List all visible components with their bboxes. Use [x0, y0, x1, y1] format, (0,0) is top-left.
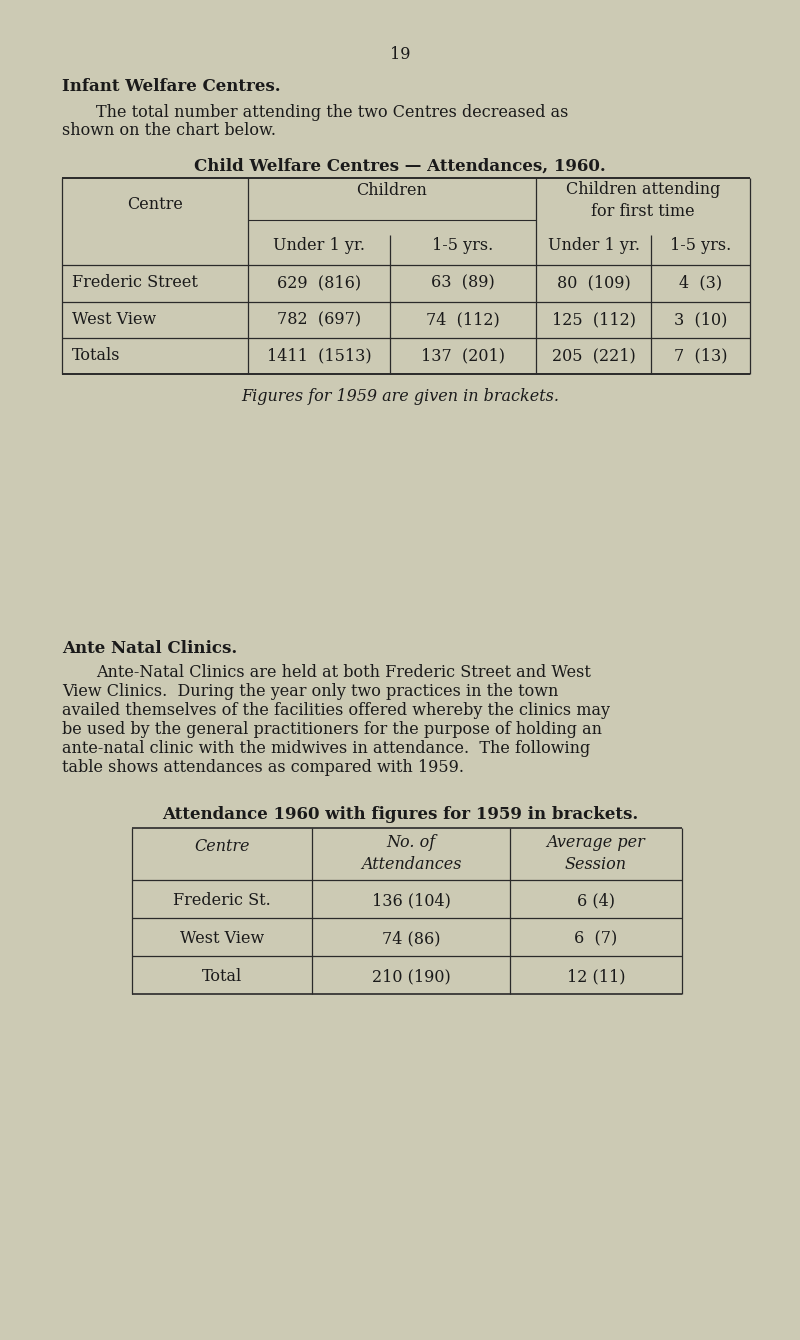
- Text: 125  (112): 125 (112): [551, 311, 635, 328]
- Text: ante-natal clinic with the midwives in attendance.  The following: ante-natal clinic with the midwives in a…: [62, 740, 590, 757]
- Text: West View: West View: [180, 930, 264, 947]
- Text: 136 (104): 136 (104): [371, 892, 450, 909]
- Text: 19: 19: [390, 46, 410, 63]
- Text: Ante-Natal Clinics are held at both Frederic Street and West: Ante-Natal Clinics are held at both Fred…: [96, 665, 591, 681]
- Text: 137  (201): 137 (201): [421, 347, 505, 364]
- Text: 74 (86): 74 (86): [382, 930, 440, 947]
- Text: Ante Natal Clinics.: Ante Natal Clinics.: [62, 641, 238, 657]
- Text: West View: West View: [72, 311, 156, 328]
- Text: 629  (816): 629 (816): [277, 273, 361, 291]
- Text: Frederic Street: Frederic Street: [72, 273, 198, 291]
- Text: Child Welfare Centres — Attendances, 1960.: Child Welfare Centres — Attendances, 196…: [194, 158, 606, 176]
- Text: 6  (7): 6 (7): [574, 930, 618, 947]
- Text: table shows attendances as compared with 1959.: table shows attendances as compared with…: [62, 758, 464, 776]
- Text: Children attending
for first time: Children attending for first time: [566, 181, 720, 220]
- Text: Under 1 yr.: Under 1 yr.: [547, 237, 639, 255]
- Text: 80  (109): 80 (109): [557, 273, 630, 291]
- Text: 1-5 yrs.: 1-5 yrs.: [432, 237, 494, 255]
- Text: 7  (13): 7 (13): [674, 347, 727, 364]
- Text: No. of
Attendances: No. of Attendances: [361, 833, 462, 872]
- Text: 1-5 yrs.: 1-5 yrs.: [670, 237, 731, 255]
- Text: Frederic St.: Frederic St.: [173, 892, 271, 909]
- Text: 74  (112): 74 (112): [426, 311, 500, 328]
- Text: availed themselves of the facilities offered whereby the clinics may: availed themselves of the facilities off…: [62, 702, 610, 720]
- Text: The total number attending the two Centres decreased as: The total number attending the two Centr…: [96, 105, 568, 121]
- Text: Centre: Centre: [194, 838, 250, 855]
- Text: Totals: Totals: [72, 347, 121, 364]
- Text: 3  (10): 3 (10): [674, 311, 727, 328]
- Text: 1411  (1513): 1411 (1513): [266, 347, 371, 364]
- Text: View Clinics.  During the year only two practices in the town: View Clinics. During the year only two p…: [62, 683, 558, 699]
- Text: be used by the general practitioners for the purpose of holding an: be used by the general practitioners for…: [62, 721, 602, 738]
- Text: Figures for 1959 are given in brackets.: Figures for 1959 are given in brackets.: [241, 389, 559, 405]
- Text: 205  (221): 205 (221): [552, 347, 635, 364]
- Text: Attendance 1960 with figures for 1959 in brackets.: Attendance 1960 with figures for 1959 in…: [162, 805, 638, 823]
- Text: Centre: Centre: [127, 196, 183, 213]
- Text: 4  (3): 4 (3): [679, 273, 722, 291]
- Text: 63  (89): 63 (89): [431, 273, 495, 291]
- Text: Children: Children: [357, 182, 427, 200]
- Text: Infant Welfare Centres.: Infant Welfare Centres.: [62, 78, 281, 95]
- Text: Total: Total: [202, 967, 242, 985]
- Text: Under 1 yr.: Under 1 yr.: [273, 237, 365, 255]
- Text: 210 (190): 210 (190): [372, 967, 450, 985]
- Text: shown on the chart below.: shown on the chart below.: [62, 122, 276, 139]
- Text: Average per
Session: Average per Session: [546, 833, 646, 872]
- Text: 12 (11): 12 (11): [566, 967, 626, 985]
- Text: 6 (4): 6 (4): [577, 892, 615, 909]
- Text: 782  (697): 782 (697): [277, 311, 361, 328]
